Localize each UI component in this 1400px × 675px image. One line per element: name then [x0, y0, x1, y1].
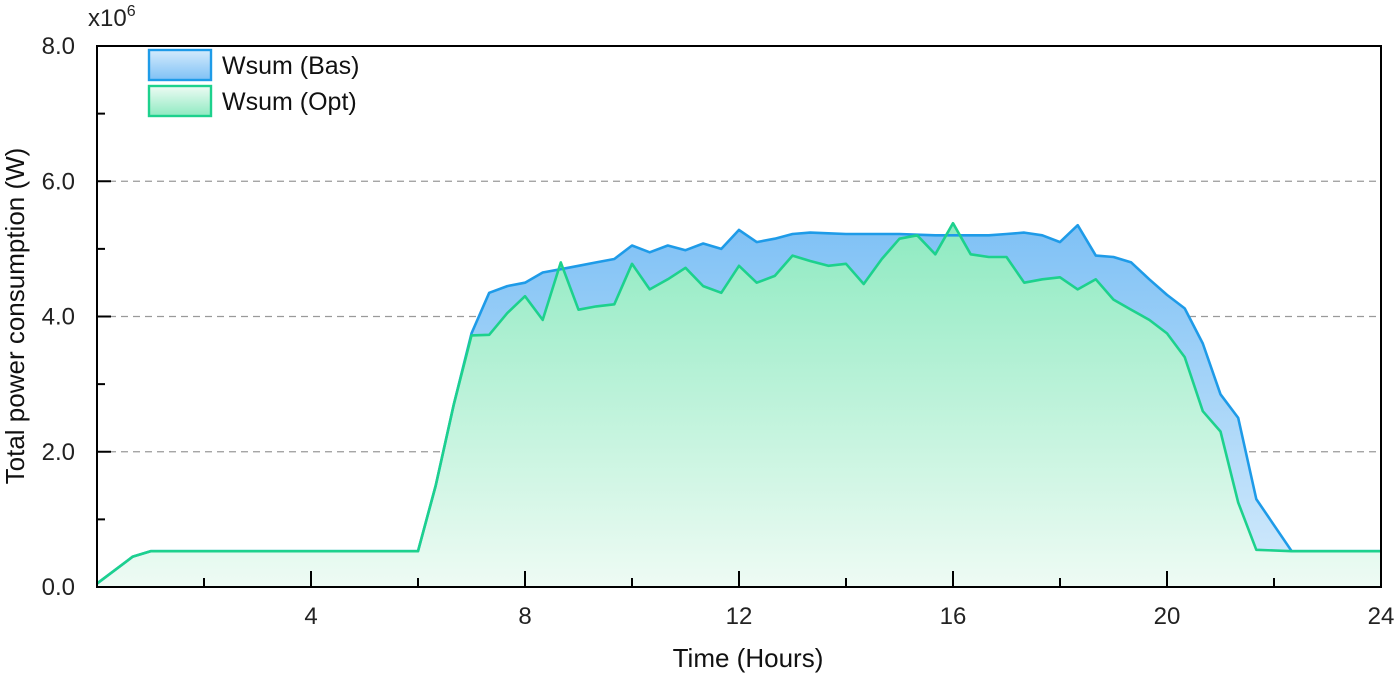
- series-area-opt: [97, 223, 1381, 587]
- x-axis-title: Time (Hours): [673, 643, 824, 673]
- y-axis-title: Total power consumption (W): [0, 148, 30, 485]
- series-line-opt: [96, 221, 1381, 585]
- legend-label-opt: Wsum (Opt): [222, 88, 357, 116]
- y-tick-label: 4.0: [42, 304, 75, 331]
- area-fills: [97, 223, 1381, 587]
- series-line-bas: [96, 223, 1381, 585]
- x-tick-label: 12: [726, 603, 753, 630]
- y-tick-label: 0.0: [42, 574, 75, 601]
- y-multiplier-label: x106: [88, 3, 136, 32]
- tick-labels: 4 8 12 16 20 24 0.0 2.0 4.0 6.0 8.0: [42, 33, 1395, 630]
- x-tick-label: 20: [1154, 603, 1181, 630]
- legend-swatch-bas: [147, 48, 213, 82]
- axis-ticks: [97, 112, 1275, 587]
- x-tick-label: 8: [518, 603, 531, 630]
- legend-label-bas: Wsum (Bas): [222, 52, 360, 80]
- legend-swatch-opt: [147, 84, 213, 118]
- y-multiplier-base: x10: [88, 5, 127, 32]
- y-tick-label: 6.0: [42, 168, 75, 195]
- x-tick-label: 16: [940, 603, 967, 630]
- y-multiplier-exponent: 6: [127, 3, 136, 20]
- y-tick-label: 2.0: [42, 439, 75, 466]
- series-lines: [96, 221, 1381, 585]
- legend: Wsum (Bas) Wsum (Opt): [147, 48, 360, 118]
- x-tick-label: 24: [1368, 603, 1395, 630]
- y-tick-label: 8.0: [42, 33, 75, 60]
- x-tick-label: 4: [304, 603, 317, 630]
